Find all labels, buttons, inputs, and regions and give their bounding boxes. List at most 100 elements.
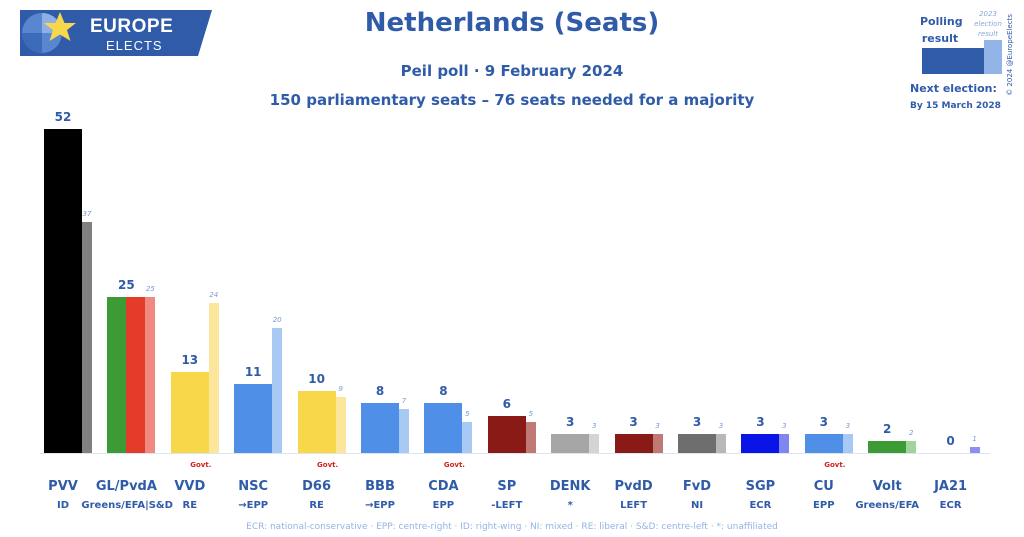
poll-bar-gl-pvda — [107, 297, 127, 453]
party-name-cu: CU — [813, 479, 834, 494]
party-name-pvv: PVV — [48, 479, 78, 494]
poll-bar-fvd — [678, 434, 716, 453]
logo-wordmark: EUROPE ELECTS — [90, 16, 173, 53]
poll-value-denk: 3 — [566, 415, 575, 430]
election-bar-cda — [462, 421, 473, 453]
party-group-bbb: →EPP — [365, 500, 395, 511]
election-value-pvv: 37 — [82, 210, 92, 219]
legend-election-label: 2023 election result — [974, 10, 1002, 38]
poll-bar-d66 — [297, 390, 336, 453]
logo-line1: EUROPE — [90, 16, 174, 37]
party-group-volt: Greens/EFA — [855, 500, 920, 511]
election-bar-bbb — [399, 409, 409, 453]
poll-bar-sgp — [741, 434, 780, 453]
party-name-d66: D66 — [302, 479, 332, 494]
poll-value-ja21: 0 — [946, 434, 955, 448]
govt-label-d66: Govt. — [317, 461, 339, 469]
poll-bar-vvd — [170, 372, 209, 453]
party-group-fvd: NI — [690, 500, 704, 511]
election-value-ja21: 1 — [972, 434, 977, 443]
legend-election-swatch — [984, 40, 1002, 74]
election-value-fvd: 3 — [718, 422, 724, 431]
party-name-vvd: VVD — [174, 479, 206, 494]
poll-bar-denk — [551, 434, 590, 453]
poll-bar-pvdd — [614, 434, 653, 453]
poll-value-cda: 8 — [439, 384, 448, 399]
govt-label-cda: Govt. — [443, 461, 465, 469]
poll-bar-sp — [487, 415, 526, 453]
poll-value-d66: 10 — [308, 371, 325, 386]
party-group-nsc: →EPP — [238, 500, 269, 511]
party-name-cda: CDA — [428, 479, 459, 494]
poll-value-sp: 6 — [502, 396, 511, 411]
election-value-pvdd: 3 — [655, 422, 660, 431]
poll-value-gl-pvda: 25 — [118, 278, 135, 293]
poll-value-nsc: 11 — [244, 365, 262, 380]
poll-value-volt: 2 — [883, 421, 892, 436]
poll-bar-nsc — [234, 384, 273, 453]
poll-bar-cu — [804, 434, 843, 453]
chart-subtitle-seats: 150 parliamentary seats – 76 seats neede… — [269, 91, 755, 109]
election-bar-sp — [525, 421, 536, 453]
poll-bar-pvv — [44, 129, 82, 453]
party-group-sgp: ECR — [749, 500, 772, 511]
party-group-pvdd: LEFT — [620, 500, 648, 511]
party-group-ja21: ECR — [939, 500, 962, 511]
election-bar-ja21 — [969, 446, 980, 453]
election-bar-pvdd — [652, 434, 663, 453]
poll-value-bbb: 8 — [375, 384, 385, 399]
party-name-ja21: JA21 — [934, 479, 968, 494]
election-value-nsc: 20 — [272, 316, 282, 325]
election-bar-gl-pvda — [145, 297, 156, 453]
poll-bar-volt — [868, 440, 907, 453]
party-name-gl-pvda: GL/PvdA — [95, 479, 157, 494]
footnote: ECR: national-conservative · EPP: centre… — [246, 522, 778, 532]
party-name-nsc: NSC — [238, 479, 269, 494]
poll-value-pvv: 52 — [54, 110, 72, 124]
party-group-cu: EPP — [813, 500, 835, 511]
logo-banner — [20, 10, 212, 56]
election-bar-volt — [906, 440, 917, 453]
poll-value-fvd: 3 — [692, 415, 702, 430]
party-name-fvd: FvD — [682, 479, 712, 494]
election-bar-pvv — [82, 222, 92, 453]
party-name-sp: SP — [497, 479, 517, 494]
election-value-cu: 3 — [845, 422, 851, 431]
chart-subtitle: Peil poll · 9 February 2024 — [400, 62, 624, 80]
election-value-denk: 3 — [591, 422, 597, 431]
party-group-denk: * — [567, 500, 573, 511]
election-bar-vvd — [208, 303, 219, 453]
poll-value-cu: 3 — [819, 415, 828, 430]
election-value-volt: 2 — [908, 428, 914, 437]
poll-bar-bbb — [361, 403, 399, 453]
party-group-d66: RE — [309, 500, 324, 511]
party-name-sgp: SGP — [745, 479, 776, 494]
europe-elects-logo: EUROPE ELECTS — [20, 10, 212, 56]
election-value-gl-pvda: 25 — [145, 285, 155, 294]
poll-bar-cda — [424, 403, 463, 453]
poll-value-sgp: 3 — [756, 415, 765, 430]
election-value-sp: 5 — [528, 409, 534, 418]
election-bar-denk — [589, 434, 600, 453]
legend-polling-swatch — [922, 48, 984, 74]
legend-polling-label: Polling result — [920, 15, 963, 45]
chart-title: Netherlands (Seats) — [364, 8, 660, 38]
party-group-cda: EPP — [432, 500, 455, 511]
election-value-sgp: 3 — [782, 422, 787, 431]
election-value-bbb: 7 — [401, 397, 407, 406]
election-bar-sgp — [779, 434, 790, 453]
logo-line2: ELECTS — [106, 38, 163, 53]
election-bar-nsc — [272, 328, 283, 453]
election-bar-fvd — [716, 434, 726, 453]
election-value-vvd: 24 — [209, 291, 219, 300]
election-value-d66: 9 — [338, 384, 343, 393]
next-election-label: Next election: — [910, 82, 997, 95]
party-group-gl-pvda: Greens/EFA|S&D — [81, 500, 173, 511]
party-name-denk: DENK — [549, 479, 591, 494]
party-name-pvdd: PvdD — [614, 479, 653, 494]
baseline — [40, 453, 990, 454]
govt-label-vvd: Govt. — [190, 461, 212, 469]
party-name-bbb: BBB — [365, 479, 395, 494]
next-election-date: By 15 March 2028 — [910, 101, 1001, 111]
